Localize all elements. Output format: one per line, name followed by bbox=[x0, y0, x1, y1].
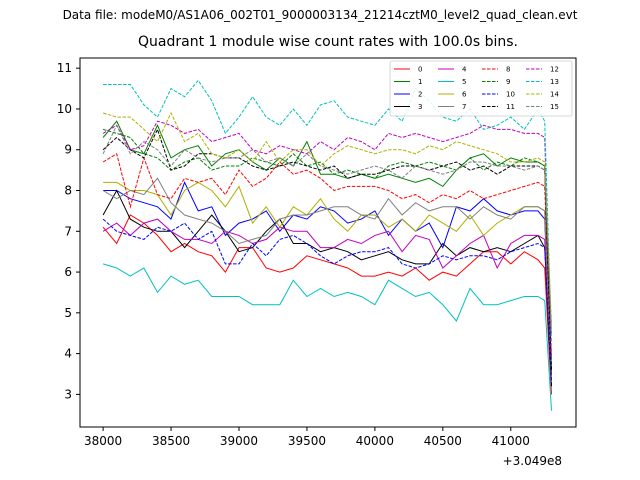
x-tick-label: 38000 bbox=[84, 434, 122, 448]
legend-label-3: 3 bbox=[418, 103, 422, 111]
series-line-10 bbox=[102, 218, 552, 383]
series-line-6 bbox=[103, 181, 552, 379]
series-line-14 bbox=[102, 111, 552, 326]
legend-label-5: 5 bbox=[462, 78, 466, 86]
series-line-11 bbox=[102, 128, 552, 370]
series-line-5 bbox=[102, 263, 552, 411]
y-tick-label: 8 bbox=[64, 184, 72, 198]
series-line-4 bbox=[102, 218, 552, 379]
x-axis-offset-label: +3.049e8 bbox=[503, 454, 562, 468]
legend-label-15: 15 bbox=[550, 103, 559, 111]
series-line-13 bbox=[103, 79, 552, 342]
x-tick-label: 40500 bbox=[424, 434, 462, 448]
y-tick-label: 10 bbox=[57, 102, 72, 116]
legend-label-8: 8 bbox=[506, 66, 510, 74]
y-tick-label: 4 bbox=[64, 347, 72, 361]
series-line-8 bbox=[102, 153, 552, 370]
x-tick-label: 39500 bbox=[288, 434, 326, 448]
y-tick-label: 9 bbox=[64, 143, 72, 157]
legend-label-10: 10 bbox=[506, 91, 515, 99]
y-tick-label: 7 bbox=[64, 224, 72, 238]
y-tick-label: 5 bbox=[64, 306, 72, 320]
series-layer bbox=[102, 79, 552, 411]
legend-box bbox=[389, 60, 573, 117]
legend-label-1: 1 bbox=[418, 78, 422, 86]
legend-label-12: 12 bbox=[550, 66, 559, 74]
x-tick-label: 41000 bbox=[492, 434, 530, 448]
x-tick-label: 39000 bbox=[220, 434, 258, 448]
x-axis: 38000 38500 39000 39500 40000 40500 41000 bbox=[84, 427, 530, 448]
series-line-1 bbox=[102, 120, 552, 387]
y-tick-label: 3 bbox=[64, 387, 72, 401]
series-line-0 bbox=[102, 214, 552, 395]
y-tick-label: 11 bbox=[57, 61, 72, 75]
legend-label-14: 14 bbox=[550, 91, 559, 99]
chart-title: Quadrant 1 module wise count rates with … bbox=[138, 34, 518, 50]
series-line-7 bbox=[102, 177, 552, 383]
y-axis: 3 4 5 6 7 8 9 10 11 bbox=[57, 61, 80, 401]
series-line-9 bbox=[102, 128, 552, 375]
legend-label-4: 4 bbox=[462, 66, 467, 74]
legend-label-6: 6 bbox=[462, 91, 467, 99]
legend-label-11: 11 bbox=[506, 103, 515, 111]
y-tick-label: 6 bbox=[64, 265, 72, 279]
series-line-15 bbox=[102, 124, 552, 334]
legend-label-9: 9 bbox=[506, 78, 510, 86]
axes-frame bbox=[79, 57, 577, 428]
legend-label-0: 0 bbox=[418, 66, 422, 74]
legend-label-13: 13 bbox=[550, 78, 559, 86]
series-line-12 bbox=[102, 120, 552, 358]
legend-label-2: 2 bbox=[418, 91, 422, 99]
series-line-3 bbox=[102, 189, 552, 387]
x-tick-label: 38500 bbox=[152, 434, 190, 448]
x-tick-label: 40000 bbox=[356, 434, 394, 448]
legend-label-7: 7 bbox=[462, 103, 466, 111]
figure-suptitle: Data file: modeM0/AS1A06_002T01_90000031… bbox=[62, 8, 578, 22]
series-line-2 bbox=[103, 181, 552, 383]
